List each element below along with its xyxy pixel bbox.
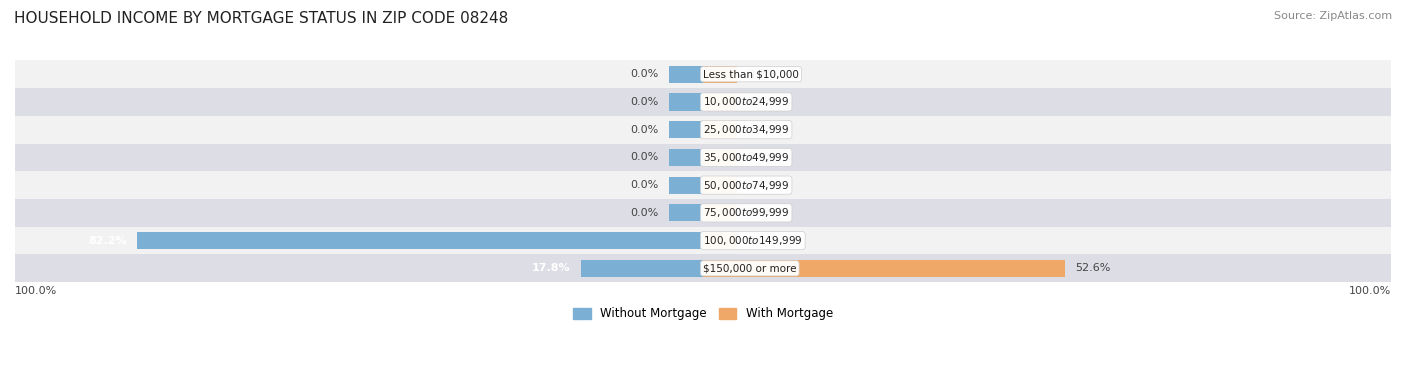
Text: 0.0%: 0.0% xyxy=(748,69,776,79)
Legend: Without Mortgage, With Mortgage: Without Mortgage, With Mortgage xyxy=(568,303,838,325)
Bar xyxy=(703,66,737,83)
Bar xyxy=(669,121,703,138)
Bar xyxy=(669,93,703,110)
Bar xyxy=(15,171,1391,199)
Bar xyxy=(703,232,737,249)
Text: $25,000 to $34,999: $25,000 to $34,999 xyxy=(703,123,789,136)
Bar xyxy=(15,199,1391,227)
Bar xyxy=(703,149,737,166)
Bar xyxy=(138,232,703,249)
Bar xyxy=(703,204,737,222)
Bar xyxy=(581,260,703,277)
Text: $10,000 to $24,999: $10,000 to $24,999 xyxy=(703,96,789,108)
Bar xyxy=(15,254,1391,282)
Text: 100.0%: 100.0% xyxy=(1348,287,1391,296)
Bar xyxy=(669,66,703,83)
Text: 17.8%: 17.8% xyxy=(531,263,571,273)
Bar xyxy=(703,260,1064,277)
Bar xyxy=(703,177,737,194)
Text: 0.0%: 0.0% xyxy=(748,125,776,135)
Bar xyxy=(669,149,703,166)
Text: $50,000 to $74,999: $50,000 to $74,999 xyxy=(703,179,789,192)
Bar xyxy=(15,88,1391,116)
Text: 82.2%: 82.2% xyxy=(89,235,127,246)
Text: HOUSEHOLD INCOME BY MORTGAGE STATUS IN ZIP CODE 08248: HOUSEHOLD INCOME BY MORTGAGE STATUS IN Z… xyxy=(14,11,509,26)
Text: 0.0%: 0.0% xyxy=(630,180,658,190)
Text: $100,000 to $149,999: $100,000 to $149,999 xyxy=(703,234,803,247)
Bar xyxy=(669,204,703,222)
Text: $150,000 or more: $150,000 or more xyxy=(703,263,797,273)
Bar xyxy=(15,227,1391,254)
Text: 0.0%: 0.0% xyxy=(748,235,776,246)
Text: 100.0%: 100.0% xyxy=(15,287,58,296)
Bar xyxy=(669,177,703,194)
Text: $35,000 to $49,999: $35,000 to $49,999 xyxy=(703,151,789,164)
Text: 0.0%: 0.0% xyxy=(748,97,776,107)
Bar xyxy=(703,121,737,138)
Text: Source: ZipAtlas.com: Source: ZipAtlas.com xyxy=(1274,11,1392,21)
Text: 0.0%: 0.0% xyxy=(630,69,658,79)
Text: Less than $10,000: Less than $10,000 xyxy=(703,69,799,79)
Text: 0.0%: 0.0% xyxy=(630,97,658,107)
Bar xyxy=(15,144,1391,171)
Text: 0.0%: 0.0% xyxy=(748,152,776,163)
Text: $75,000 to $99,999: $75,000 to $99,999 xyxy=(703,206,789,219)
Text: 0.0%: 0.0% xyxy=(630,208,658,218)
Text: 0.0%: 0.0% xyxy=(748,180,776,190)
Bar xyxy=(15,116,1391,144)
Text: 0.0%: 0.0% xyxy=(630,125,658,135)
Text: 0.0%: 0.0% xyxy=(630,152,658,163)
Text: 0.0%: 0.0% xyxy=(748,208,776,218)
Bar xyxy=(15,60,1391,88)
Text: 52.6%: 52.6% xyxy=(1076,263,1111,273)
Bar xyxy=(703,93,737,110)
